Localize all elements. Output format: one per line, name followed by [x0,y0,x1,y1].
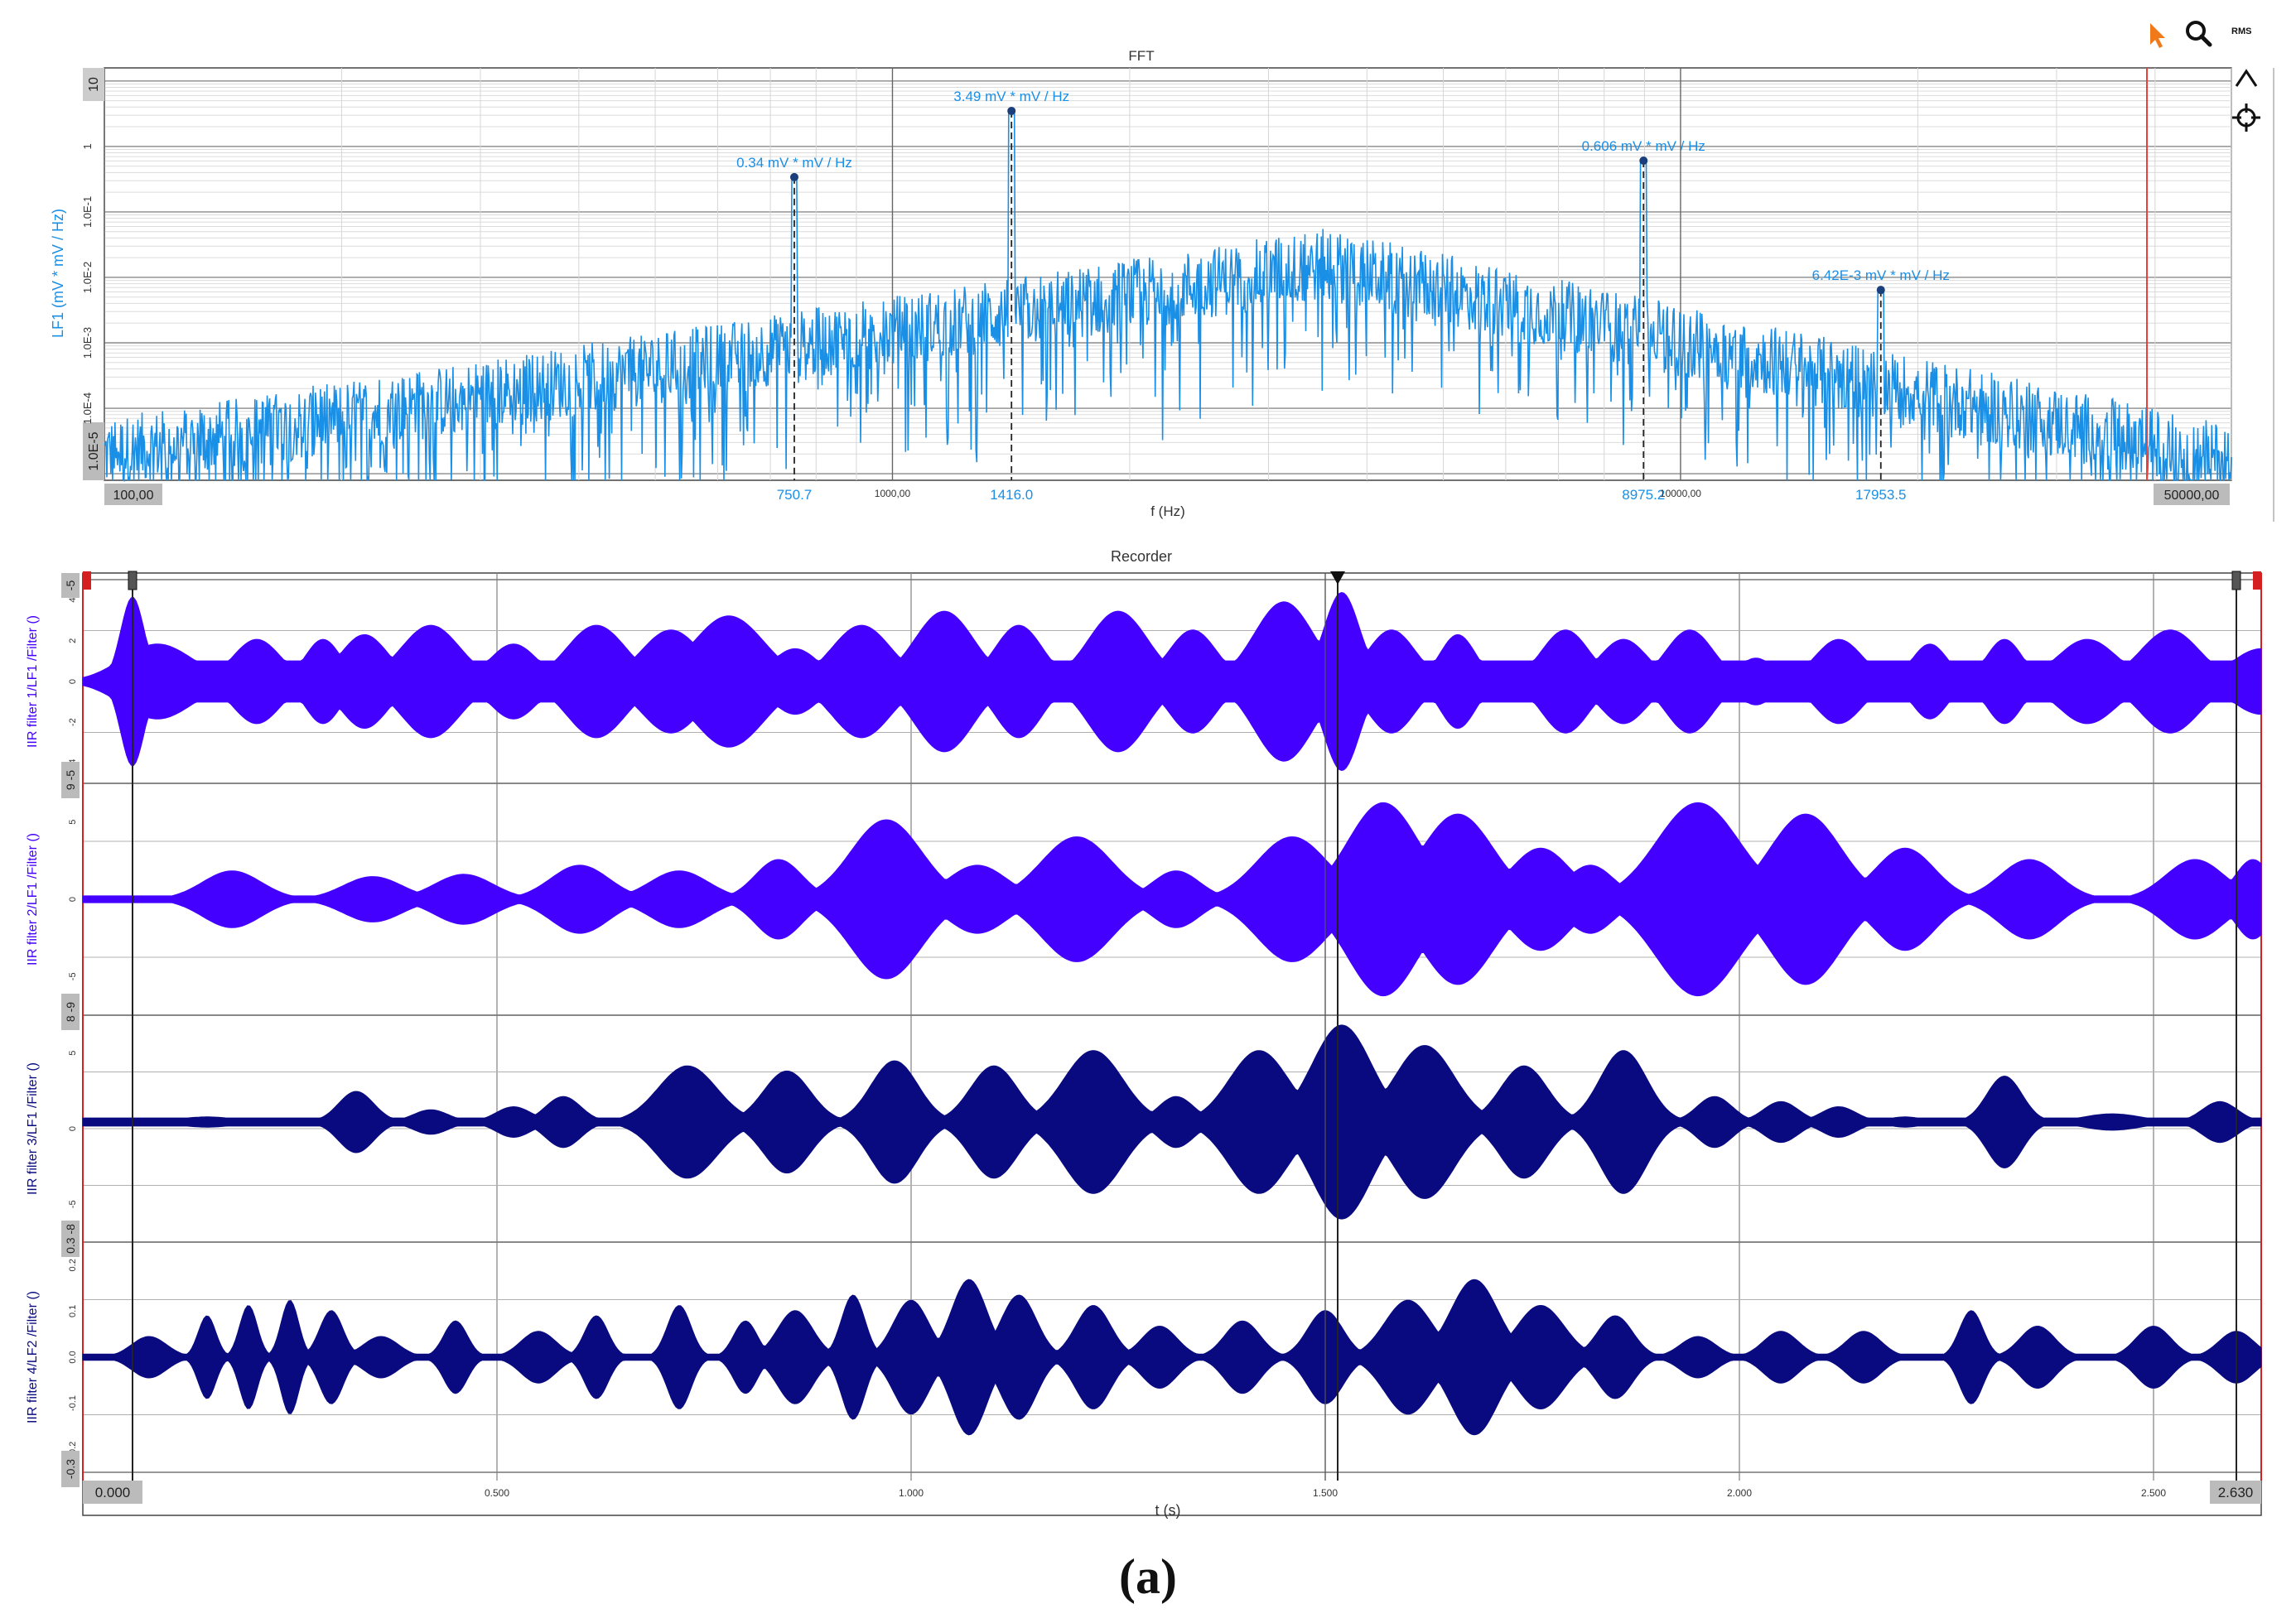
recorder-x-tick-label: 0.500 [485,1487,509,1499]
recorder-cursor-handle [128,571,137,590]
fft-y-tick-label: 1.0E-3 [81,327,94,359]
recorder-y-tick-label: 5 [68,820,78,825]
fft-y-tick-label: 1.0E-2 [81,262,94,293]
fft-x-max-box: 50000,00 [2154,484,2230,505]
figure-caption: (a) [1119,1549,1177,1604]
recorder-y-tick-label: 0 [68,1126,78,1131]
fft-x-tick-label: 1000,00 [875,488,911,499]
recorder-chart[interactable]: Recorder IIR filter 1/LF1 /Filter () 4 2 0 -… [0,530,2296,1606]
fft-y-axis-label: LF1 (mV * mV / Hz) [50,209,66,338]
recorder-y-tick-label: 4 [68,598,78,603]
svg-text:0.000: 0.000 [95,1485,131,1500]
svg-text:100,00: 100,00 [113,489,154,503]
recorder-channel-name: IIR filter 1/LF1 /Filter () [26,615,40,748]
fft-spectrum-series [104,110,2232,483]
recorder-x-tick-label: 1.500 [1313,1487,1338,1499]
fft-y-tick-label: 1.0E-1 [81,196,94,228]
recorder-start-handle [83,571,91,590]
recorder-channel-trace [82,591,2262,772]
fft-y-tick-label: 1 [81,143,94,149]
recorder-traces [82,591,2262,1436]
fft-marker-point [1876,286,1885,295]
fft-x-axis-label: f (Hz) [1150,503,1185,519]
recorder-channel-name: IIR filter 2/LF1 /Filter () [26,833,40,966]
recorder-channel-labels: IIR filter 1/LF1 /Filter ()420-2-4-59 -5… [26,573,80,1487]
svg-text:2.630: 2.630 [2218,1485,2254,1500]
recorder-title: Recorder [1111,548,1172,565]
fft-marker-point [1639,157,1648,166]
fft-marker-point [789,172,798,181]
fft-marker-freq-label: 750.7 [777,487,813,503]
fft-marker-point [1007,106,1016,115]
recorder-channel-bottom-box [61,994,80,1030]
fft-marker: 0.606 mV * mV / Hz 8975.2 [1582,138,1705,503]
recorder-y-tick-label: 0.2 [68,1259,78,1271]
recorder-x-max-box: 2.630 [2210,1481,2261,1504]
recorder-end-handle [2253,571,2261,590]
magnifier-icon[interactable] [2182,17,2215,50]
recorder-channel-bottom-label: -0.3 [64,1459,77,1479]
recorder-channel-top-box [61,573,80,598]
recorder-cursor-handle [2231,571,2241,590]
recorder-y-tick-label: 5 [68,1051,78,1056]
fft-title: FFT [1128,48,1154,64]
recorder-cursors[interactable] [83,571,2261,1481]
fft-marker: 6.42E-3 mV * mV / Hz 17953.5 [1812,267,1950,503]
recorder-x-tick-labels: 0.500 1.000 1.500 2.000 2.500 [485,1487,2166,1499]
fft-y-tick-label: 1.0E-4 [81,393,94,424]
recorder-channel-trace [82,1279,2262,1436]
fft-x-tick-label: 10000,00 [1660,488,1701,499]
recorder-x-tick-label: 2.500 [2141,1487,2166,1499]
fft-marker-label: 3.49 mV * mV / Hz [953,89,1069,104]
recorder-y-tick-label: 0.1 [68,1305,78,1317]
recorder-y-tick-label: -0.1 [68,1395,78,1411]
recorder-y-tick-label: -2 [68,718,78,726]
fft-markers: 0.34 mV * mV / Hz 750.7 3.49 mV * mV / Hz 1… [736,89,1950,503]
fft-marker-label: 0.606 mV * mV / Hz [1582,138,1705,154]
fft-x-tick-labels: 1000,00 10000,00 [875,488,1702,499]
fft-chart[interactable]: FFT 0.34 mV * mV / Hz 750.7 3.49 mV * mV /… [0,0,2296,530]
cursor-arrow-icon[interactable] [2140,18,2173,51]
rms-button[interactable]: RMS [2225,18,2266,51]
recorder-x-min-box: 0.000 [83,1481,142,1504]
recorder-y-tick-label: -5 [68,1200,78,1208]
recorder-channel-trace [82,802,2262,997]
recorder-y-tick-label: 2 [68,638,78,643]
fft-marker-label: 0.34 mV * mV / Hz [736,155,852,171]
recorder-channel-top-label: -5 [64,580,77,591]
svg-text:50000,00: 50000,00 [2164,489,2220,503]
fft-y-tick-labels: 1 1.0E-1 1.0E-2 1.0E-3 1.0E-4 [81,143,94,424]
recorder-x-tick-label: 1.000 [899,1487,924,1499]
recorder-channel-bottom-label: 0.3 -8 [64,1224,77,1254]
fft-marker-freq-label: 1416.0 [990,487,1033,503]
svg-text:10: 10 [87,77,101,92]
svg-text:1.0E-5: 1.0E-5 [87,431,101,470]
recorder-y-tick-label: 0 [68,897,78,902]
rms-label: RMS [2231,26,2252,36]
recorder-channel-trace [82,1024,2262,1220]
caret-up-icon[interactable] [2230,63,2263,96]
fft-marker: 0.34 mV * mV / Hz 750.7 [736,155,852,503]
recorder-cursor-marker-triangle [1330,571,1345,585]
fft-y-max-label: 10 [83,68,104,101]
fft-y-min-box: 1.0E-5 [83,422,104,480]
recorder-y-tick-label: 0.0 [68,1351,78,1363]
fft-marker-freq-label: 17953.5 [1855,487,1906,503]
recorder-y-tick-label: 0 [68,679,78,684]
crosshair-icon[interactable] [2230,101,2263,134]
fft-marker: 3.49 mV * mV / Hz 1416.0 [953,89,1069,503]
recorder-channel-bottom-box [61,1221,80,1257]
recorder-channel-name: IIR filter 4/LF2 /Filter () [26,1291,40,1423]
fft-x-min-box: 100,00 [104,484,162,505]
recorder-channel-bottom-label: 9 -5 [64,770,77,790]
recorder-y-tick-label: -5 [68,972,78,980]
fft-marker-freq-label: 8975.2 [1622,487,1665,503]
recorder-channel-bottom-label: 8 -9 [64,1002,77,1022]
recorder-x-tick-label: 2.000 [1727,1487,1752,1499]
recorder-x-axis-label: t (s) [1155,1502,1181,1519]
recorder-channel-name: IIR filter 3/LF1 /Filter () [26,1062,40,1195]
recorder-channel-bottom-box [61,1451,80,1487]
recorder-channel-bottom-box [61,762,80,798]
fft-marker-label: 6.42E-3 mV * mV / Hz [1812,267,1950,283]
